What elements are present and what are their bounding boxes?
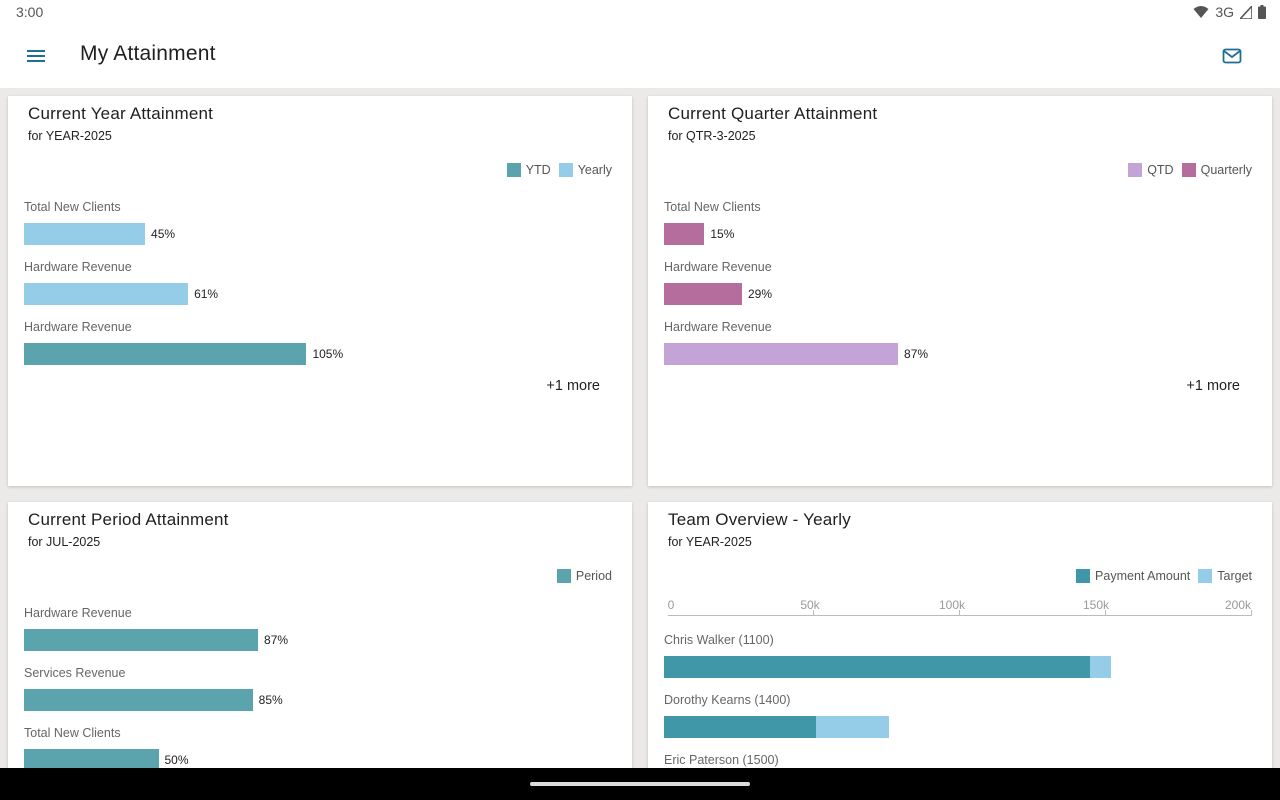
payment-bar[interactable] (664, 656, 1091, 678)
legend-label: Quarterly (1200, 163, 1252, 177)
legend-label: Period (575, 569, 612, 583)
legend-item: YTD (506, 163, 551, 177)
legend-swatch-qtd (1128, 163, 1143, 177)
card-title: Current Period Attainment (28, 510, 229, 529)
bar-label: Total New Clients (24, 200, 121, 214)
menu-icon[interactable] (24, 44, 48, 68)
bar-value: 85% (258, 693, 283, 707)
legend-label: QTD (1147, 163, 1174, 177)
app-bar: My Attainment (0, 24, 1280, 88)
signal-icon (1240, 5, 1252, 19)
card-title: Current Quarter Attainment (668, 104, 878, 123)
tick (1105, 610, 1106, 616)
legend-swatch-quarterly (1181, 163, 1196, 177)
bar-label: Total New Clients (24, 726, 121, 740)
card-subtitle: for YEAR-2025 (28, 129, 112, 143)
legend-swatch-ytd (506, 163, 521, 177)
legend-item: Yearly (558, 163, 612, 177)
bar[interactable] (24, 343, 307, 365)
gesture-handle[interactable] (530, 782, 750, 786)
tick-label: 200k (1224, 598, 1252, 612)
legend-label: Target (1217, 569, 1252, 583)
bar-value: 15% (710, 227, 735, 241)
x-axis: 0 50k 100k 150k 200k (668, 598, 1252, 622)
mail-icon[interactable] (1220, 44, 1244, 68)
card-title: Team Overview - Yearly (668, 510, 851, 529)
legend-swatch-payment (1076, 569, 1091, 583)
team-member-label: Eric Paterson (1500) (664, 753, 779, 767)
bar-value: 87% (264, 633, 289, 647)
card-current-year[interactable]: Current Year Attainment for YEAR-2025 YT… (8, 96, 632, 486)
card-subtitle: for JUL-2025 (28, 535, 101, 549)
legend-item: Payment Amount (1076, 569, 1190, 583)
bar-label: Hardware Revenue (24, 320, 132, 334)
wifi-icon (1193, 6, 1209, 18)
bar[interactable] (24, 283, 189, 305)
bar[interactable] (664, 283, 742, 305)
status-icons: 3G (1193, 4, 1266, 20)
tick (959, 610, 960, 616)
legend-item: Quarterly (1181, 163, 1252, 177)
bar-label: Hardware Revenue (24, 260, 132, 274)
tick-label: 50k (800, 598, 820, 612)
legend-item: QTD (1128, 163, 1174, 177)
legend-item: Target (1198, 569, 1252, 583)
legend-label: Yearly (577, 163, 612, 177)
bar[interactable] (24, 223, 146, 245)
bar[interactable] (24, 689, 253, 711)
tick (1251, 610, 1252, 616)
bar-value: 87% (904, 347, 929, 361)
bar-label: Hardware Revenue (24, 606, 132, 620)
network-type: 3G (1215, 4, 1234, 20)
chart-legend: Period (556, 569, 612, 583)
card-team-overview[interactable]: Team Overview - Yearly for YEAR-2025 Pay… (648, 502, 1272, 800)
chart-legend: YTD Yearly (506, 163, 612, 177)
axis-line (668, 615, 1252, 616)
tick-label: 150k (1082, 598, 1110, 612)
legend-swatch-yearly (558, 163, 573, 177)
status-bar: 3:00 3G (0, 0, 1280, 24)
tick-label: 0 (667, 598, 675, 612)
card-title: Current Year Attainment (28, 104, 214, 123)
legend-label: Payment Amount (1095, 569, 1191, 583)
chart-legend: Payment Amount Target (1076, 569, 1252, 583)
bar-label: Hardware Revenue (664, 260, 772, 274)
legend-swatch-period (556, 569, 571, 583)
bar[interactable] (664, 223, 705, 245)
bar-value: 50% (164, 753, 189, 767)
tick-label: 100k (938, 598, 966, 612)
card-subtitle: for YEAR-2025 (668, 535, 752, 549)
tick (813, 610, 814, 616)
more-link[interactable]: +1 more (1186, 378, 1240, 394)
battery-icon (1258, 5, 1266, 19)
legend-swatch-target (1198, 569, 1213, 583)
bar-value: 105% (312, 347, 344, 361)
bar[interactable] (24, 629, 259, 651)
card-subtitle: for QTR-3-2025 (668, 129, 756, 143)
system-nav-bar (0, 768, 1280, 800)
team-member-label: Chris Walker (1100) (664, 633, 774, 647)
page-title: My Attainment (80, 42, 216, 65)
bar-label: Hardware Revenue (664, 320, 772, 334)
bar-value: 29% (748, 287, 773, 301)
bar-value: 45% (151, 227, 176, 241)
bar-value: 61% (194, 287, 219, 301)
bar-label: Services Revenue (24, 666, 126, 680)
card-current-quarter[interactable]: Current Quarter Attainment for QTR-3-202… (648, 96, 1272, 486)
status-time: 3:00 (16, 4, 44, 20)
team-member-label: Dorothy Kearns (1400) (664, 693, 791, 707)
legend-label: YTD (525, 163, 551, 177)
chart-legend: QTD Quarterly (1128, 163, 1252, 177)
legend-item: Period (556, 569, 612, 583)
card-current-period[interactable]: Current Period Attainment for JUL-2025 P… (8, 502, 632, 800)
more-link[interactable]: +1 more (546, 378, 600, 394)
payment-bar[interactable] (664, 716, 816, 738)
bar[interactable] (24, 749, 159, 771)
bar[interactable] (664, 343, 899, 365)
bar-label: Total New Clients (664, 200, 761, 214)
